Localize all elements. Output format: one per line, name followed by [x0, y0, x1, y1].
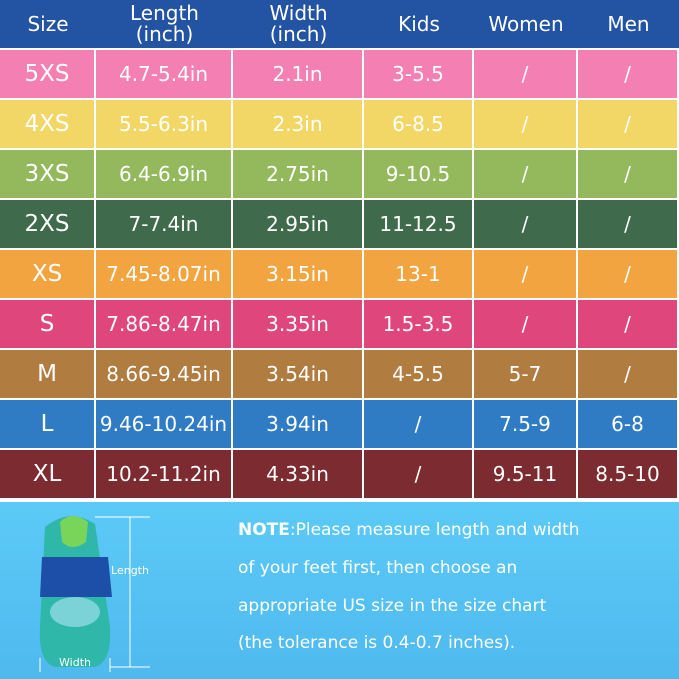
cell: / — [364, 400, 472, 448]
cell: 5.5-6.3in — [96, 100, 231, 148]
cell: 2.3in — [233, 100, 362, 148]
cell: 11-12.5 — [364, 200, 472, 248]
note-line: NOTE:Please measure length and width — [238, 520, 580, 540]
cell: 13-1 — [364, 250, 472, 298]
cell: / — [578, 300, 677, 348]
cell: 2.75in — [233, 150, 362, 198]
cell: 6-8.5 — [364, 100, 472, 148]
note-panel: Length Width NOTE:Please measure length … — [0, 502, 679, 679]
cell: / — [578, 350, 677, 398]
cell: 3.15in — [233, 250, 362, 298]
cell: / — [578, 150, 677, 198]
size-cell: S — [0, 300, 94, 348]
size-cell: M — [0, 350, 94, 398]
cell: 3-5.5 — [364, 50, 472, 98]
header-cell: Width (inch) — [233, 0, 364, 48]
length-label: Length — [111, 564, 149, 577]
size-cell: 4XS — [0, 100, 94, 148]
size-cell: 5XS — [0, 50, 94, 98]
cell: / — [578, 100, 677, 148]
size-cell: 3XS — [0, 150, 94, 198]
cell: / — [578, 250, 677, 298]
cell: 7.45-8.07in — [96, 250, 231, 298]
note-text: (the tolerance is 0.4-0.7 inches). — [238, 633, 516, 653]
cell: 7.5-9 — [474, 400, 576, 448]
cell: 6.4-6.9in — [96, 150, 231, 198]
cell: / — [578, 50, 677, 98]
cell: 3.35in — [233, 300, 362, 348]
header-cell: Kids — [364, 0, 474, 48]
size-cell: 2XS — [0, 200, 94, 248]
width-label: Width — [59, 656, 91, 669]
cell: 2.95in — [233, 200, 362, 248]
cell: / — [578, 200, 677, 248]
cell: / — [474, 150, 576, 198]
cell: 7-7.4in — [96, 200, 231, 248]
cell: 6-8 — [578, 400, 677, 448]
size-cell: XL — [0, 450, 94, 498]
fin-heel — [60, 516, 88, 547]
cell: / — [474, 250, 576, 298]
header-cell: Men — [578, 0, 679, 48]
note-text: of your feet first, then choose an — [238, 558, 518, 578]
cell: / — [474, 100, 576, 148]
cell: 10.2-11.2in — [96, 450, 231, 498]
cell: 3.54in — [233, 350, 362, 398]
cell: 4-5.5 — [364, 350, 472, 398]
cell: / — [474, 200, 576, 248]
fin-strap — [40, 557, 112, 597]
fin-diagram: Length Width — [39, 516, 150, 672]
cell: 5-7 — [474, 350, 576, 398]
size-cell: L — [0, 400, 94, 448]
header-cell: Size — [0, 0, 96, 48]
note-text: :Please measure length and width — [289, 520, 580, 540]
cell: 9.46-10.24in — [96, 400, 231, 448]
cell: 2.1in — [233, 50, 362, 98]
note-text: appropriate US size in the size chart — [238, 596, 547, 616]
cell: 8.5-10 — [578, 450, 677, 498]
cell: 4.7-5.4in — [96, 50, 231, 98]
cell: 7.86-8.47in — [96, 300, 231, 348]
header-cell: Women — [474, 0, 578, 48]
header-cell: Length (inch) — [96, 0, 233, 48]
cell: 1.5-3.5 — [364, 300, 472, 348]
cell: / — [364, 450, 472, 498]
cell: 8.66-9.45in — [96, 350, 231, 398]
size-cell: XS — [0, 250, 94, 298]
cell: 3.94in — [233, 400, 362, 448]
fin-window — [50, 597, 100, 627]
cell: 9.5-11 — [474, 450, 576, 498]
note-label: NOTE — [238, 520, 290, 540]
cell: / — [474, 50, 576, 98]
cell: 9-10.5 — [364, 150, 472, 198]
cell: / — [474, 300, 576, 348]
cell: 4.33in — [233, 450, 362, 498]
